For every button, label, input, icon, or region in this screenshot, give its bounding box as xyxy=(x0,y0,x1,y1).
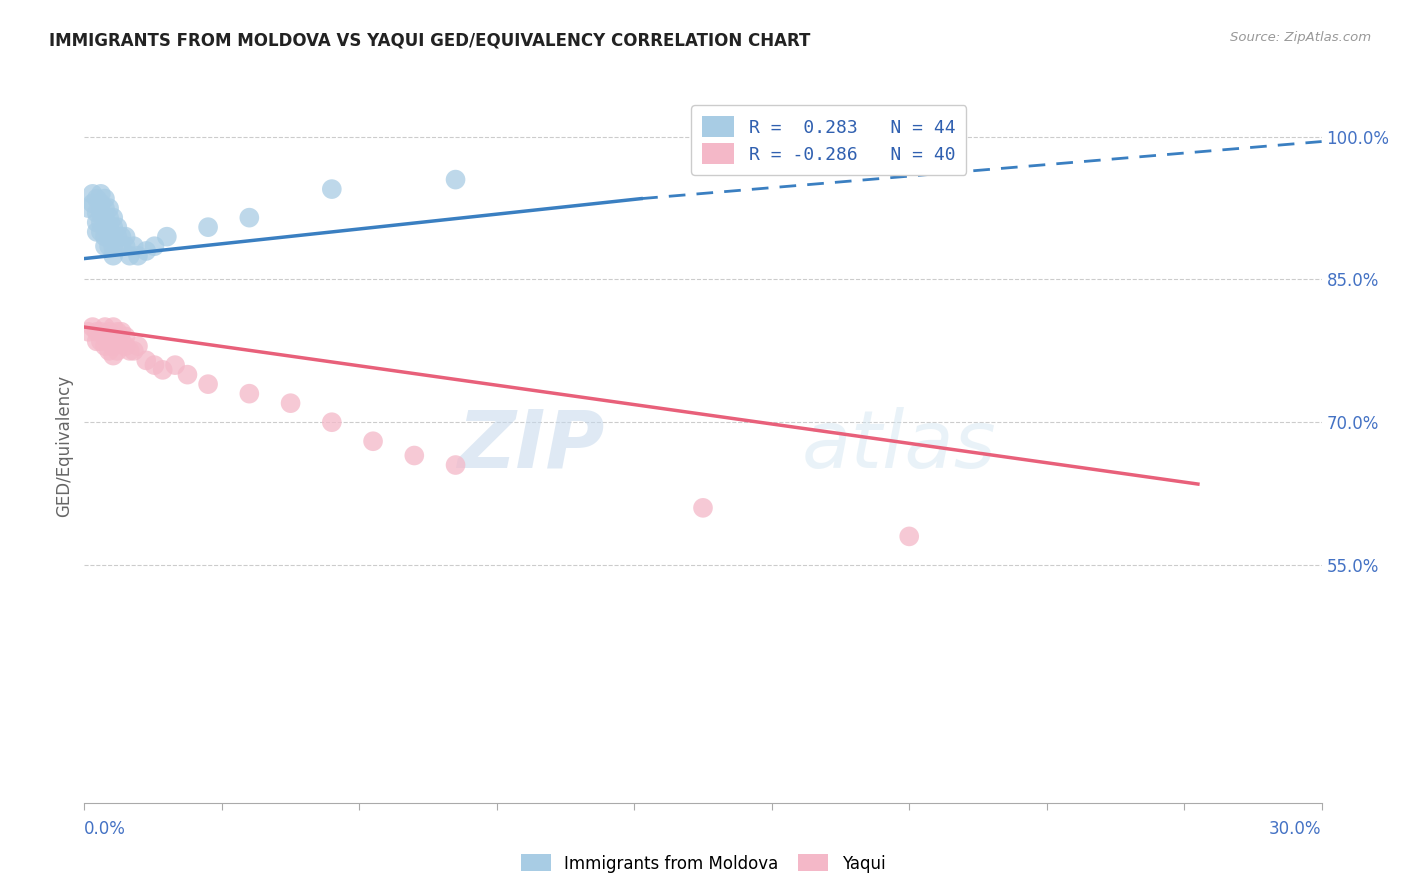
Point xyxy=(898,529,921,543)
Point xyxy=(94,220,117,235)
Point xyxy=(165,358,187,372)
Point xyxy=(143,358,166,372)
Point xyxy=(90,206,112,220)
Point xyxy=(114,339,136,353)
Text: 30.0%: 30.0% xyxy=(1270,820,1322,838)
Point xyxy=(321,415,343,429)
Point xyxy=(90,325,112,339)
Point xyxy=(103,329,125,343)
Text: 0.0%: 0.0% xyxy=(84,820,127,838)
Point xyxy=(103,220,125,235)
Point xyxy=(197,220,219,235)
Point xyxy=(90,196,112,211)
Point xyxy=(103,229,125,244)
Point xyxy=(143,239,166,253)
Point xyxy=(98,229,121,244)
Point xyxy=(127,249,149,263)
Point xyxy=(94,320,117,334)
Point xyxy=(90,225,112,239)
Point xyxy=(103,249,125,263)
Point xyxy=(103,339,125,353)
Point xyxy=(94,329,117,343)
Legend: Immigrants from Moldova, Yaqui: Immigrants from Moldova, Yaqui xyxy=(515,847,891,880)
Point xyxy=(135,244,157,258)
Point xyxy=(321,182,343,196)
Point xyxy=(98,334,121,349)
Point xyxy=(127,339,149,353)
Point xyxy=(94,239,117,253)
Point xyxy=(103,320,125,334)
Point xyxy=(94,201,117,215)
Point xyxy=(135,353,157,368)
Point xyxy=(118,249,141,263)
Point xyxy=(110,325,132,339)
Point xyxy=(90,215,112,229)
Point xyxy=(98,201,121,215)
Text: atlas: atlas xyxy=(801,407,997,485)
Point xyxy=(86,334,108,349)
Point xyxy=(110,229,132,244)
Point xyxy=(98,220,121,235)
Point xyxy=(86,215,108,229)
Point xyxy=(98,343,121,358)
Point xyxy=(103,349,125,363)
Point xyxy=(105,325,128,339)
Point xyxy=(444,172,467,186)
Point xyxy=(152,363,174,377)
Point xyxy=(82,186,104,201)
Point xyxy=(110,334,132,349)
Point xyxy=(114,239,136,253)
Legend: R =  0.283   N = 44, R = -0.286   N = 40: R = 0.283 N = 44, R = -0.286 N = 40 xyxy=(690,105,966,175)
Point xyxy=(692,500,714,515)
Point xyxy=(197,377,219,392)
Point xyxy=(238,211,260,225)
Point xyxy=(86,206,108,220)
Point xyxy=(98,211,121,225)
Point xyxy=(105,343,128,358)
Point xyxy=(90,334,112,349)
Point xyxy=(176,368,198,382)
Point xyxy=(122,343,145,358)
Point xyxy=(86,192,108,206)
Point xyxy=(82,196,104,211)
Point xyxy=(103,211,125,225)
Point xyxy=(94,192,117,206)
Text: Source: ZipAtlas.com: Source: ZipAtlas.com xyxy=(1230,31,1371,45)
Point xyxy=(77,201,100,215)
Point xyxy=(238,386,260,401)
Point xyxy=(105,229,128,244)
Point xyxy=(94,229,117,244)
Point xyxy=(103,239,125,253)
Point xyxy=(444,458,467,472)
Point xyxy=(361,434,384,449)
Point xyxy=(77,325,100,339)
Point xyxy=(98,325,121,339)
Point xyxy=(86,225,108,239)
Point xyxy=(86,325,108,339)
Point xyxy=(98,239,121,253)
Point xyxy=(105,220,128,235)
Text: IMMIGRANTS FROM MOLDOVA VS YAQUI GED/EQUIVALENCY CORRELATION CHART: IMMIGRANTS FROM MOLDOVA VS YAQUI GED/EQU… xyxy=(49,31,811,49)
Text: ZIP: ZIP xyxy=(457,407,605,485)
Point xyxy=(114,329,136,343)
Point xyxy=(94,211,117,225)
Point xyxy=(94,339,117,353)
Point xyxy=(280,396,302,410)
Point xyxy=(122,239,145,253)
Point xyxy=(114,229,136,244)
Point xyxy=(90,186,112,201)
Point xyxy=(110,239,132,253)
Point xyxy=(105,334,128,349)
Point xyxy=(82,320,104,334)
Point xyxy=(118,343,141,358)
Point xyxy=(404,449,426,463)
Point xyxy=(156,229,179,244)
Y-axis label: GED/Equivalency: GED/Equivalency xyxy=(55,375,73,517)
